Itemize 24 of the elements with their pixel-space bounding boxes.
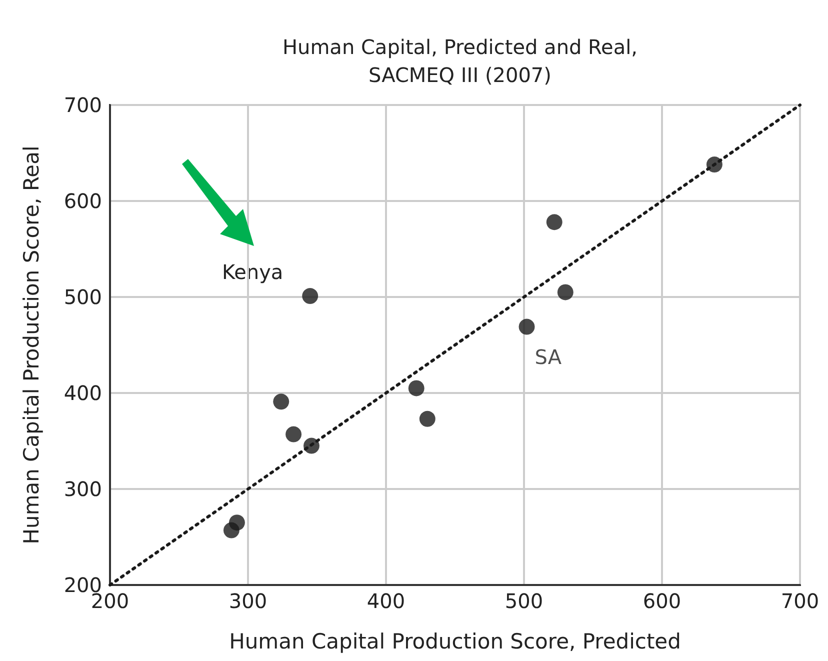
y-tick-label: 400 — [64, 381, 102, 405]
x-tick-label: 400 — [366, 589, 406, 613]
point — [557, 284, 574, 300]
point — [302, 288, 318, 304]
x-tick-label: 600 — [642, 589, 682, 613]
annotation: SA — [534, 344, 562, 369]
y-axis-title: Human Capital Production Score, Real — [20, 146, 44, 544]
chart-title: Human Capital, Predicted and Real, SACMEQ III (2007) — [282, 35, 638, 87]
annotation: Kenya — [222, 260, 284, 284]
point — [419, 410, 436, 427]
x-tick-label: 300 — [228, 589, 268, 613]
y-tick-label: 600 — [64, 189, 102, 213]
point — [546, 214, 562, 230]
y-tick-label: 300 — [64, 477, 102, 501]
x-axis-title: Human Capital Production Score, Predicted — [229, 630, 681, 654]
point — [273, 394, 290, 410]
point — [518, 318, 535, 335]
point — [286, 426, 302, 442]
point — [228, 514, 245, 531]
x-tick-label: 500 — [504, 589, 544, 613]
point — [408, 380, 424, 396]
x-tick-label: 700 — [780, 589, 820, 613]
y-tick-label: 500 — [64, 285, 102, 309]
y-tick-label: 700 — [64, 93, 102, 117]
